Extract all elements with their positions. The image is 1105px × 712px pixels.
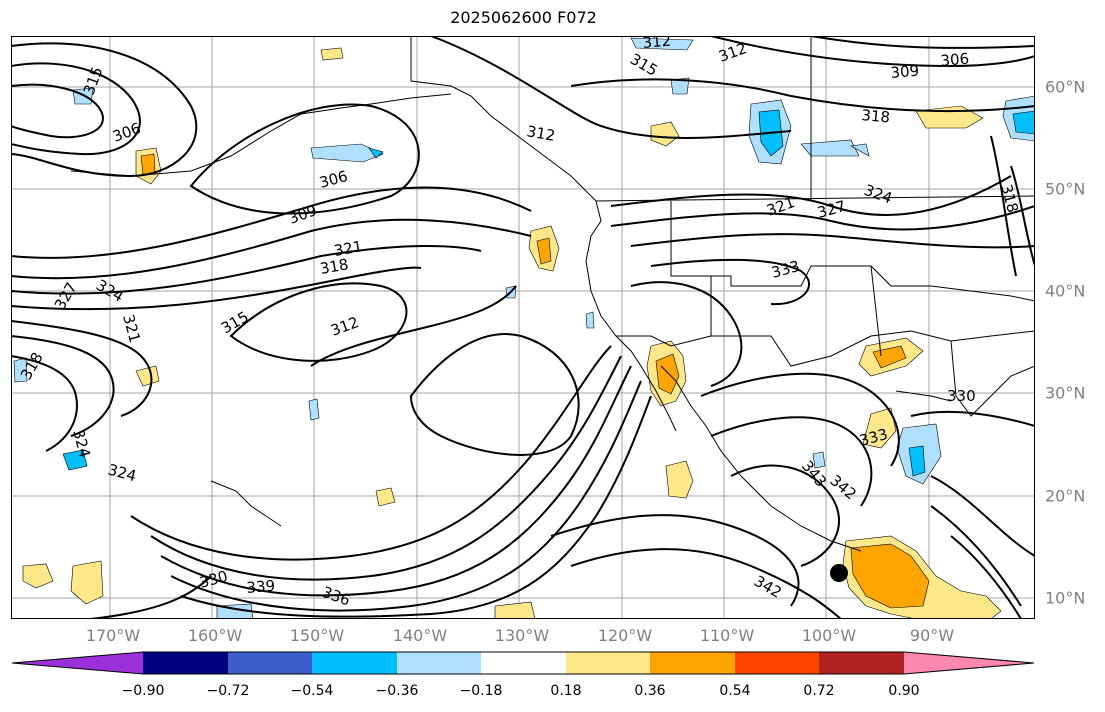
yellow-patch xyxy=(70,560,104,605)
contour-label: 339 xyxy=(246,577,276,597)
blue-patch xyxy=(308,398,320,421)
lon-label-90w: 90°W xyxy=(909,626,955,645)
colorbar-segment xyxy=(735,652,819,674)
lon-label-120w: 120°W xyxy=(597,626,653,645)
lat-label-30n: 30°N xyxy=(1045,383,1086,403)
colorbar-tick: 0.72 xyxy=(803,683,835,699)
colorbar-segment xyxy=(650,652,735,674)
blue-patch xyxy=(630,37,694,51)
contour-label: 309 xyxy=(890,62,920,82)
contour-label: 312 xyxy=(642,36,672,52)
colorbar-tick: 0.36 xyxy=(634,683,666,699)
blue-patch xyxy=(812,451,826,469)
orange-patch xyxy=(536,237,552,265)
colorbar-extend-left xyxy=(12,652,143,674)
colorbar-extend-right xyxy=(904,652,1034,674)
colorbar-tick: −0.72 xyxy=(206,683,250,699)
lon-label-150w: 150°W xyxy=(289,626,345,645)
blue-patch xyxy=(368,147,384,159)
yellow-patch xyxy=(494,601,536,619)
colorbar-segment xyxy=(312,652,397,674)
yellow-patch xyxy=(375,487,396,507)
colorbar-tick: 0.18 xyxy=(550,683,582,699)
colorbar xyxy=(11,651,1035,675)
lon-label-100w: 100°W xyxy=(801,626,857,645)
orange-patch xyxy=(850,543,930,609)
colorbar-segment xyxy=(566,652,650,674)
lon-label-130w: 130°W xyxy=(494,626,550,645)
yellow-patch xyxy=(22,563,54,589)
lat-label-10n: 10°N xyxy=(1045,588,1086,608)
blue-patch xyxy=(800,139,860,157)
colorbar-tick: 0.54 xyxy=(719,683,751,699)
blue-patch xyxy=(62,449,88,471)
contour-lines xyxy=(11,36,1035,619)
blue-patch xyxy=(585,311,595,329)
blue-patch xyxy=(908,445,926,477)
colorbar-segment xyxy=(481,652,566,674)
lon-label-170w: 170°W xyxy=(85,626,141,645)
colorbar-tick: −0.18 xyxy=(459,683,503,699)
orange-patch xyxy=(655,353,680,395)
lon-label-160w: 160°W xyxy=(187,626,243,645)
contour-label: 312 xyxy=(525,122,556,145)
colorbar-segment xyxy=(819,652,904,674)
colorbar-tick: −0.54 xyxy=(290,683,334,699)
colorbar-segment xyxy=(397,652,481,674)
contour-label: 321 xyxy=(333,237,364,260)
lat-label-20n: 20°N xyxy=(1045,486,1086,506)
lon-label-140w: 140°W xyxy=(392,626,448,645)
blue-patch xyxy=(850,143,870,157)
colorbar-tick: 0.90 xyxy=(888,683,920,699)
contour-label: 330 xyxy=(947,387,976,405)
colorbar-tick: −0.90 xyxy=(121,683,165,699)
orange-patch xyxy=(140,153,156,175)
lat-label-40n: 40°N xyxy=(1045,281,1086,301)
contour-label: 306 xyxy=(940,50,970,70)
lat-label-50n: 50°N xyxy=(1045,179,1086,199)
contour-label: 318 xyxy=(319,255,350,278)
lat-label-60n: 60°N xyxy=(1045,77,1086,97)
colorbar-segment xyxy=(228,652,312,674)
blue-patch xyxy=(1012,110,1035,135)
yellow-patch xyxy=(665,460,694,499)
colorbar-tick: −0.36 xyxy=(375,683,419,699)
orange-patch xyxy=(872,345,907,369)
location-marker xyxy=(830,564,848,582)
yellow-patch xyxy=(320,47,344,61)
lon-label-110w: 110°W xyxy=(699,626,755,645)
colorbar-segment xyxy=(143,652,228,674)
blue-patch xyxy=(670,77,690,95)
blue-patch xyxy=(310,143,384,163)
map-panel: 315 306 306 309 321 318 315 312 327 324 … xyxy=(11,36,1035,619)
graticule xyxy=(11,36,1035,619)
yellow-patch xyxy=(650,121,680,147)
contour-label: 318 xyxy=(861,106,891,126)
map-title: 2025062600 F072 xyxy=(450,8,597,27)
